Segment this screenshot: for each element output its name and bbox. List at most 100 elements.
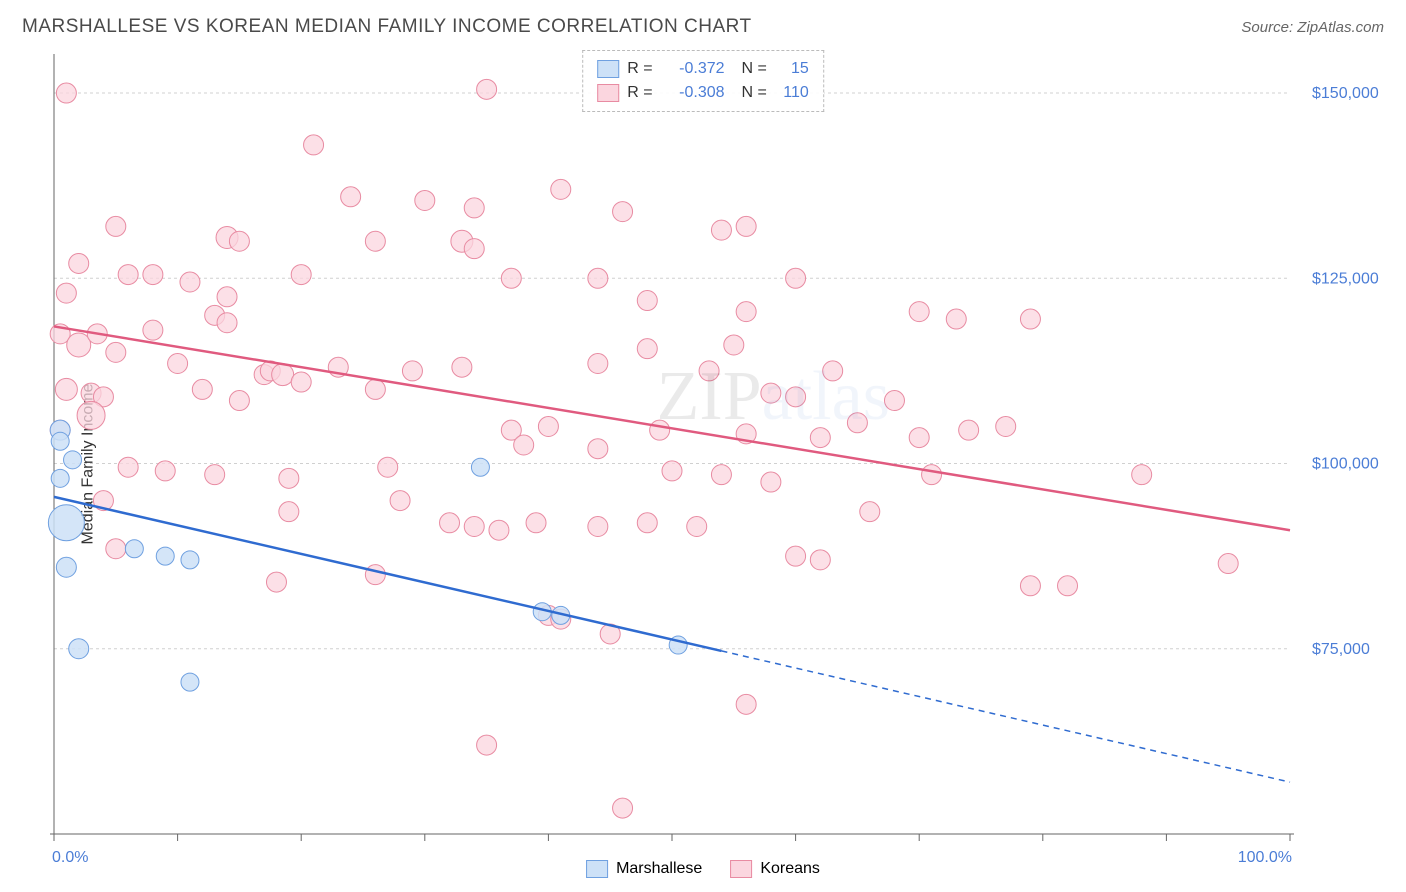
data-point	[884, 391, 904, 411]
data-point	[501, 268, 521, 288]
data-point	[909, 302, 929, 322]
data-point	[736, 216, 756, 236]
data-point	[687, 517, 707, 537]
data-point	[761, 472, 781, 492]
data-point	[56, 557, 76, 577]
data-point	[279, 468, 299, 488]
regression-line	[54, 326, 1290, 530]
data-point	[464, 198, 484, 218]
data-point	[538, 416, 558, 436]
data-point	[69, 253, 89, 273]
data-point	[229, 231, 249, 251]
data-point	[378, 457, 398, 477]
data-point	[272, 364, 294, 386]
data-point	[1132, 465, 1152, 485]
data-point	[477, 735, 497, 755]
x-max-label: 100.0%	[1238, 849, 1292, 866]
data-point	[847, 413, 867, 433]
data-point	[588, 439, 608, 459]
data-point	[786, 268, 806, 288]
y-tick-label: $100,000	[1312, 456, 1379, 473]
data-point	[64, 451, 82, 469]
data-point	[588, 353, 608, 373]
data-point	[48, 505, 84, 541]
data-point	[69, 639, 89, 659]
data-point	[662, 461, 682, 481]
data-point	[514, 435, 534, 455]
data-point	[489, 520, 509, 540]
data-point	[229, 391, 249, 411]
data-point	[860, 502, 880, 522]
y-tick-label: $150,000	[1312, 85, 1379, 102]
data-point	[181, 673, 199, 691]
data-point	[464, 517, 484, 537]
data-point	[724, 335, 744, 355]
correlation-legend: R =-0.372 N =15R =-0.308 N =110	[582, 50, 824, 112]
legend-correlation-row: R =-0.308 N =110	[597, 81, 809, 105]
data-point	[823, 361, 843, 381]
data-point	[77, 401, 105, 429]
chart-header: MARSHALLESE VS KOREAN MEDIAN FAMILY INCO…	[0, 0, 1406, 44]
data-point	[55, 378, 77, 400]
data-point	[1020, 309, 1040, 329]
data-point	[996, 416, 1016, 436]
data-point	[1058, 576, 1078, 596]
data-point	[637, 513, 657, 533]
data-point	[471, 458, 489, 476]
y-tick-label: $75,000	[1312, 641, 1370, 658]
data-point	[291, 372, 311, 392]
data-point	[786, 546, 806, 566]
data-point	[51, 432, 69, 450]
data-point	[106, 539, 126, 559]
data-point	[699, 361, 719, 381]
data-point	[810, 550, 830, 570]
data-point	[946, 309, 966, 329]
data-point	[526, 513, 546, 533]
data-point	[440, 513, 460, 533]
data-point	[637, 339, 657, 359]
chart-title: MARSHALLESE VS KOREAN MEDIAN FAMILY INCO…	[22, 16, 752, 38]
data-point	[341, 187, 361, 207]
series-legend: MarshalleseKoreans	[586, 860, 820, 878]
data-point	[711, 465, 731, 485]
data-point	[637, 291, 657, 311]
data-point	[180, 272, 200, 292]
data-point	[909, 428, 929, 448]
data-point	[1218, 554, 1238, 574]
scatter-chart: $75,000$100,000$125,000$150,0000.0%100.0…	[0, 44, 1406, 884]
data-point	[365, 379, 385, 399]
data-point	[477, 79, 497, 99]
legend-swatch	[730, 860, 752, 878]
data-point	[922, 465, 942, 485]
data-point	[402, 361, 422, 381]
data-point	[736, 302, 756, 322]
source-attribution: Source: ZipAtlas.com	[1241, 19, 1384, 36]
legend-series-item: Koreans	[730, 860, 820, 878]
data-point	[56, 283, 76, 303]
data-point	[106, 216, 126, 236]
chart-container: Median Family Income $75,000$100,000$125…	[0, 44, 1406, 884]
data-point	[217, 313, 237, 333]
data-point	[464, 239, 484, 259]
legend-swatch	[597, 84, 619, 102]
data-point	[266, 572, 286, 592]
data-point	[291, 265, 311, 285]
data-point	[613, 202, 633, 222]
data-point	[279, 502, 299, 522]
data-point	[786, 387, 806, 407]
data-point	[1020, 576, 1040, 596]
data-point	[51, 469, 69, 487]
data-point	[390, 491, 410, 511]
data-point	[106, 342, 126, 362]
data-point	[181, 551, 199, 569]
data-point	[155, 461, 175, 481]
data-point	[205, 465, 225, 485]
data-point	[192, 379, 212, 399]
regression-line-dashed	[721, 651, 1290, 782]
data-point	[304, 135, 324, 155]
regression-line-solid	[54, 497, 721, 651]
data-point	[810, 428, 830, 448]
data-point	[761, 383, 781, 403]
data-point	[365, 231, 385, 251]
data-point	[588, 268, 608, 288]
